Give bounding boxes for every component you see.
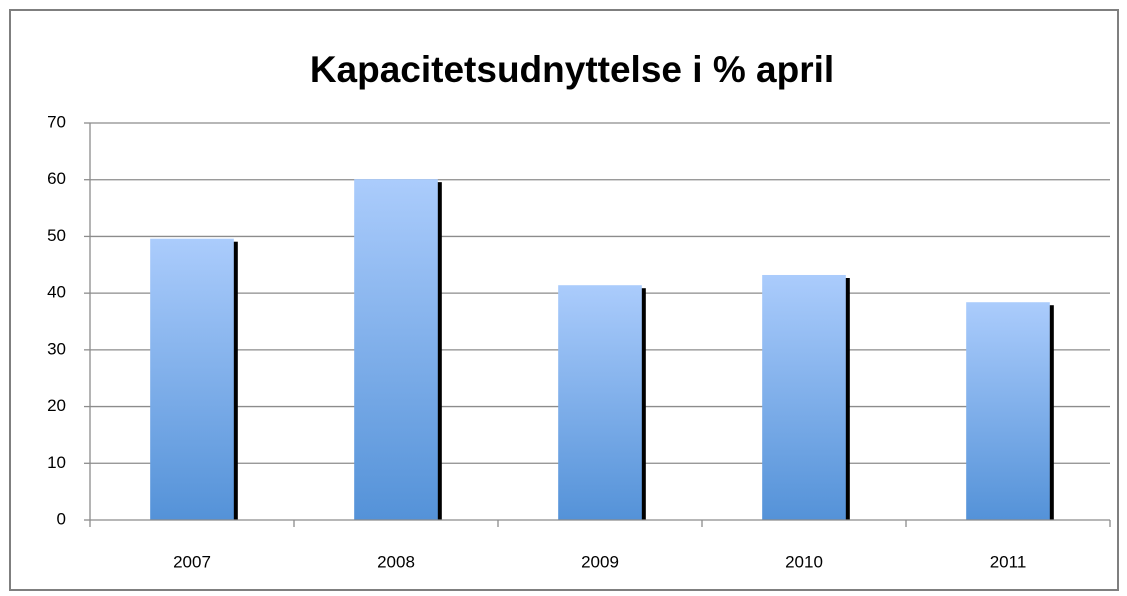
x-tick-label: 2008 xyxy=(377,552,415,571)
bar xyxy=(762,274,846,520)
bar xyxy=(150,238,234,520)
bar xyxy=(966,302,1050,520)
y-tick-label: 60 xyxy=(47,169,66,188)
bar xyxy=(354,179,438,520)
y-tick-label: 0 xyxy=(57,509,66,528)
y-tick-label: 30 xyxy=(47,339,66,358)
y-tick-label: 70 xyxy=(47,112,66,131)
x-tick-label: 2009 xyxy=(581,552,619,571)
y-tick-label: 40 xyxy=(47,283,66,302)
y-tick-label: 50 xyxy=(47,226,66,245)
y-tick-label: 20 xyxy=(47,396,66,415)
chart-title: Kapacitetsudnyttelse i % april xyxy=(310,49,834,90)
x-tick-label: 2007 xyxy=(173,552,211,571)
x-tick-label: 2010 xyxy=(785,552,823,571)
x-tick-label: 2011 xyxy=(990,552,1027,571)
y-tick-label: 10 xyxy=(47,453,66,472)
bar xyxy=(558,285,642,520)
